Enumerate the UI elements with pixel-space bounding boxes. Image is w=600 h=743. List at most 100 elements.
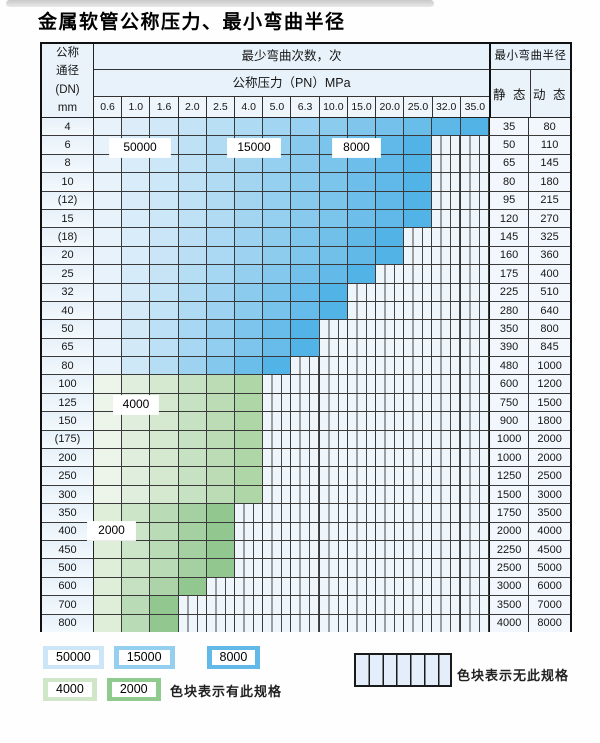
spec-available-cell [206, 522, 236, 540]
spec-unavailable-cell [460, 504, 489, 522]
static-radius-cell: 2250 [488, 540, 530, 559]
spec-available-cell [291, 154, 320, 173]
spec-unavailable-cell [432, 540, 461, 559]
spec-unavailable-cell [291, 540, 320, 559]
spec-available-cell [206, 118, 236, 136]
spec-unavailable-cell [404, 596, 433, 614]
dn-cell: 40 [42, 301, 94, 320]
spec-unavailable-cell [291, 412, 320, 430]
spec-available-cell [347, 173, 377, 191]
spec-available-cell [150, 357, 179, 375]
spec-unavailable-cell [263, 375, 292, 393]
pressure-column-header: 0.6 [94, 97, 123, 117]
spec-available-cell [122, 449, 151, 467]
spec-available-cell [178, 540, 207, 559]
static-radius-cell: 1750 [488, 504, 530, 522]
spec-available-cell [291, 301, 320, 320]
spec-unavailable-cell [291, 375, 320, 393]
spec-available-cell [150, 338, 179, 357]
spec-available-cell [263, 357, 292, 375]
dn-cell: 65 [42, 338, 94, 357]
spec-unavailable-cell [460, 596, 489, 614]
spec-unavailable-cell [376, 412, 405, 430]
spec-unavailable-cell [376, 430, 405, 449]
spec-available-cell [94, 614, 123, 632]
spec-available-cell [206, 504, 236, 522]
spec-available-cell [291, 209, 320, 228]
spec-available-cell [178, 338, 207, 357]
dn-cell: 80 [42, 357, 94, 375]
spec-available-cell [291, 191, 320, 209]
spec-unavailable-cell [319, 467, 348, 485]
dn-cell: 8 [42, 154, 94, 173]
spec-available-cell [94, 467, 123, 485]
dn-cell: 300 [42, 485, 94, 504]
legend-swatch-label: 50000 [48, 650, 99, 665]
spec-unavailable-cell [347, 412, 377, 430]
spec-available-cell [404, 118, 433, 136]
dynamic-radius-cell: 2000 [529, 449, 570, 467]
bend-times-header: 最少弯曲次数，次 [94, 44, 489, 70]
dynamic-radius-cell: 1500 [529, 393, 570, 412]
dn-cell: 700 [42, 596, 94, 614]
spec-unavailable-cell [206, 577, 236, 596]
table-row: (18) 145 325 [42, 228, 570, 247]
spec-unavailable-cell [404, 393, 433, 412]
spec-unavailable-cell [347, 430, 377, 449]
spec-available-cell [347, 246, 377, 265]
spec-available-cell [347, 118, 377, 136]
table-row: 150 900 1800 [42, 412, 570, 431]
dynamic-radius-cell: 3500 [529, 504, 570, 522]
spec-unavailable-cell [432, 393, 461, 412]
spec-available-cell [263, 228, 292, 246]
spec-unavailable-cell [291, 577, 320, 596]
legend-has-spec-text: 色块表示有此规格 [170, 684, 283, 699]
spec-unavailable-cell [206, 614, 236, 632]
spec-available-cell [460, 118, 489, 136]
spec-unavailable-cell [376, 559, 405, 577]
spec-available-cell [122, 577, 151, 596]
spec-available-cell [206, 209, 236, 228]
spec-unavailable-cell [432, 228, 461, 246]
page-title: 金属软管公称压力、最小弯曲半径 [38, 11, 346, 33]
spec-available-cell [376, 154, 405, 173]
spec-available-cell [178, 504, 207, 522]
spec-unavailable-cell [263, 596, 292, 614]
static-radius-cell: 3500 [488, 596, 530, 614]
static-radius-cell: 145 [488, 228, 530, 246]
spec-unavailable-cell [319, 412, 348, 430]
spec-available-cell [206, 559, 236, 577]
spec-unavailable-cell [432, 191, 461, 209]
spec-unavailable-cell [404, 412, 433, 430]
spec-available-cell [263, 154, 292, 173]
dn-cell: 150 [42, 412, 94, 430]
spec-unavailable-cell [432, 173, 461, 191]
spec-unavailable-cell [263, 559, 292, 577]
spec-available-cell [122, 173, 151, 191]
spec-unavailable-cell [460, 173, 489, 191]
dn-cell: 25 [42, 265, 94, 283]
spec-available-cell [319, 246, 348, 265]
spec-available-cell [404, 154, 433, 173]
spec-available-cell [291, 173, 320, 191]
spec-available-cell [235, 173, 264, 191]
spec-unavailable-cell [432, 338, 461, 357]
spec-unavailable-cell [319, 430, 348, 449]
spec-available-cell [319, 173, 348, 191]
spec-unavailable-cell [460, 577, 489, 596]
pressure-column-header: 1.6 [150, 97, 179, 117]
spec-table: 公称 通径 (DN) mm 最少弯曲次数，次 最小弯曲半径 公称压力（PN）MP… [40, 42, 572, 632]
dynamic-radius-cell: 4000 [529, 522, 570, 540]
dynamic-radius-cell: 145 [529, 154, 570, 173]
spec-unavailable-cell [263, 412, 292, 430]
dn-cell: 15 [42, 209, 94, 228]
dn-cell: 800 [42, 614, 94, 632]
dynamic-radius-cell: 845 [529, 338, 570, 357]
spec-unavailable-cell [347, 393, 377, 412]
spec-available-cell [150, 449, 179, 467]
spec-unavailable-cell [404, 338, 433, 357]
spec-available-cell [122, 338, 151, 357]
spec-unavailable-cell [319, 338, 348, 357]
spec-unavailable-cell [460, 540, 489, 559]
spec-unavailable-cell [432, 577, 461, 596]
